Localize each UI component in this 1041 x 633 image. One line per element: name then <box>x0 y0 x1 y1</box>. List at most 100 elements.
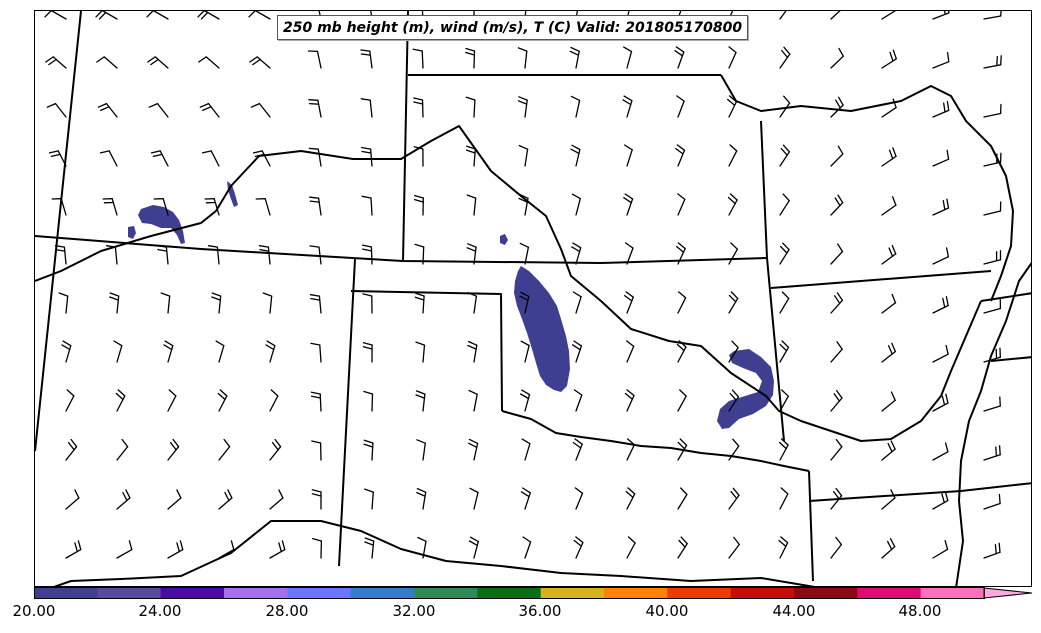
wind-barb <box>676 95 685 118</box>
wind-barb <box>249 56 271 69</box>
wind-barb <box>211 292 222 314</box>
wind-barb <box>363 390 374 412</box>
wind-barb <box>99 150 118 167</box>
wind-barb <box>46 102 67 118</box>
wind-barb <box>199 102 220 118</box>
wind-barb <box>265 340 276 363</box>
wind-barb <box>881 11 897 20</box>
wind-barb <box>262 292 273 314</box>
wind-barb <box>65 438 78 461</box>
colorbar-segment <box>604 588 668 598</box>
colorbar-tick-3: 32.00 <box>392 602 436 620</box>
wind-barb <box>569 46 580 69</box>
wind-barb <box>572 291 582 314</box>
colorbar-segment <box>667 588 732 598</box>
wind-barb <box>983 152 1002 167</box>
wind-barb <box>522 536 532 559</box>
wind-barb <box>779 144 791 167</box>
temp-region-oklahoma <box>514 266 570 392</box>
wind-barb <box>255 198 271 216</box>
wind-barb <box>881 489 896 510</box>
temp-region-colorado-c <box>128 226 136 239</box>
wind-barb <box>51 198 67 216</box>
wind-barb <box>626 536 636 559</box>
wind-barb <box>677 291 687 314</box>
wind-barb <box>623 291 634 314</box>
wind-barb <box>105 245 118 265</box>
wind-barb <box>414 243 425 265</box>
wind-barb <box>779 487 789 510</box>
wind-barb <box>623 193 634 216</box>
wind-barb <box>830 47 844 69</box>
wind-barb <box>830 438 843 461</box>
wind-barb <box>115 389 126 412</box>
wind-barb <box>932 52 950 69</box>
wind-barb <box>676 340 687 363</box>
wind-barb <box>778 536 789 559</box>
missouri-arkansas-border <box>770 270 992 289</box>
wind-barb <box>728 536 740 559</box>
wind-barb <box>269 540 286 559</box>
colorbar-segment <box>477 588 542 598</box>
wind-barb <box>311 489 322 510</box>
wind-barb <box>625 487 636 510</box>
wind-barb <box>983 445 1001 461</box>
tennessee-border <box>990 356 1031 362</box>
wind-barb <box>881 538 896 559</box>
wind-barb <box>113 340 123 363</box>
wind-barb <box>45 56 67 69</box>
colorbar-tick-2: 28.00 <box>265 602 309 620</box>
wind-barb <box>624 389 635 412</box>
colorado-west-line <box>35 11 82 452</box>
wind-barb <box>571 193 581 216</box>
wind-barb <box>932 491 949 510</box>
wind-barb <box>218 489 233 510</box>
wind-barb <box>269 438 282 461</box>
wind-barb <box>622 95 633 118</box>
wind-barb <box>96 56 118 69</box>
wind-barb <box>517 96 528 118</box>
wind-barb <box>362 342 373 363</box>
wind-barb <box>148 102 169 118</box>
wind-barb <box>881 244 897 265</box>
wind-barb <box>363 439 374 461</box>
wind-barb <box>830 390 843 412</box>
colorbar-segment <box>414 588 478 598</box>
wind-barb <box>153 198 169 216</box>
wind-barb <box>413 97 424 118</box>
wind-barb <box>728 438 740 461</box>
wind-barb <box>728 487 740 510</box>
wind-barb <box>779 242 790 265</box>
wind-barb <box>413 146 424 167</box>
wind-barb <box>44 11 67 20</box>
wind-barb <box>983 201 1002 216</box>
wind-barb <box>779 95 791 118</box>
wind-barb <box>468 438 479 461</box>
wind-barb <box>54 245 67 265</box>
colorbar-segment <box>794 588 858 598</box>
wind-barb <box>156 245 169 265</box>
wind-barb <box>167 489 182 510</box>
colorbar-segment <box>97 588 162 598</box>
wind-barb <box>830 487 843 510</box>
wind-barb <box>413 194 424 216</box>
wind-barb <box>307 50 322 69</box>
wind-barb <box>312 537 323 559</box>
wind-barb <box>932 393 949 412</box>
temp-region-colorado-a <box>138 205 185 244</box>
wind-barb <box>364 488 374 510</box>
wind-barb <box>467 340 478 363</box>
temp-region-kansas-spot <box>500 234 508 245</box>
rio-grande-line <box>53 520 816 586</box>
wind-barb <box>881 147 897 167</box>
wind-barb <box>109 292 120 314</box>
wind-barb <box>207 245 220 265</box>
wind-barb <box>167 438 180 461</box>
map-canvas <box>35 11 1031 586</box>
wind-barb <box>572 438 583 461</box>
colorbar-segment <box>857 588 922 598</box>
wind-barb <box>465 96 476 118</box>
wind-barb <box>830 96 844 118</box>
wind-barb <box>415 390 426 412</box>
wind-barb <box>167 540 184 559</box>
